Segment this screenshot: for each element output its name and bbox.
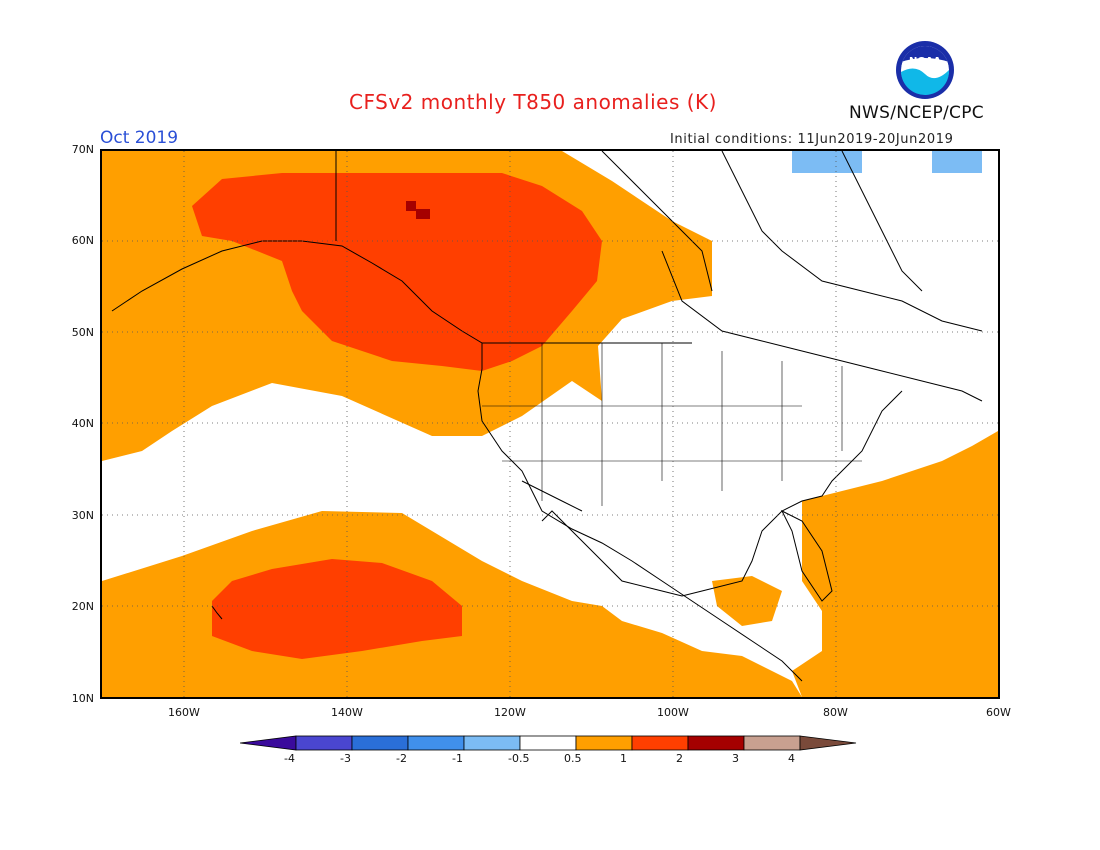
lon-label-140w: 140W xyxy=(331,706,363,719)
initial-conditions: Initial conditions: 11Jun2019-20Jun2019 xyxy=(670,132,954,147)
logo-sea xyxy=(901,68,950,96)
lat-label-70n: 70N xyxy=(71,143,94,156)
colorbar-tick-label: 1 xyxy=(620,752,627,765)
agency-label: NWS/NCEP/CPC xyxy=(849,103,984,123)
anomaly-shading-neg1-neg0.5 xyxy=(792,151,982,173)
colorbar-segment xyxy=(351,735,409,751)
anomaly-shading-2-3 xyxy=(406,201,430,219)
colorbar-tick-label: -1 xyxy=(452,752,463,765)
map-svg xyxy=(102,151,998,697)
colorbar-tick-label: 4 xyxy=(788,752,795,765)
logo-sky xyxy=(901,46,949,70)
lat-label-40n: 40N xyxy=(71,417,94,430)
colorbar-tick-label: -3 xyxy=(340,752,351,765)
lon-label-160w: 160W xyxy=(168,706,200,719)
colorbar-segment-below-min xyxy=(240,735,297,751)
colorbar-tick-label: 2 xyxy=(676,752,683,765)
colorbar-segment xyxy=(687,735,745,751)
colorbar-tick-label: -2 xyxy=(396,752,407,765)
lat-label-10n: 10N xyxy=(71,692,94,705)
lat-label-60n: 60N xyxy=(71,234,94,247)
anomaly-map xyxy=(100,149,1000,699)
lat-label-20n: 20N xyxy=(71,600,94,613)
lon-label-80w: 80W xyxy=(823,706,848,719)
colorbar-tick-label: -0.5 xyxy=(508,752,530,765)
map-title: CFSv2 monthly T850 anomalies (K) xyxy=(349,90,717,114)
lat-label-50n: 50N xyxy=(71,326,94,339)
colorbar-tick-label: 0.5 xyxy=(564,752,582,765)
colorbar-segment-above-max xyxy=(799,735,857,751)
state-borders xyxy=(482,343,862,506)
colorbar-segment xyxy=(519,735,577,751)
colorbar-tick-label: 3 xyxy=(732,752,739,765)
lat-label-30n: 30N xyxy=(71,509,94,522)
logo-text: NOAA xyxy=(909,56,941,67)
colorbar-segment xyxy=(575,735,633,751)
colorbar-segment xyxy=(743,735,801,751)
colorbar-segment xyxy=(407,735,465,751)
colorbar-segment xyxy=(463,735,521,751)
colorbar-segment xyxy=(295,735,353,751)
lon-label-120w: 120W xyxy=(494,706,526,719)
colorbar-tick-label: -4 xyxy=(284,752,295,765)
anomaly-shading-1-2 xyxy=(192,173,602,659)
colorbar-segment xyxy=(631,735,689,751)
colorbar xyxy=(240,735,857,751)
lon-label-100w: 100W xyxy=(657,706,689,719)
graticule xyxy=(102,151,998,697)
forecast-month: Oct 2019 xyxy=(100,128,179,148)
lon-label-60w: 60W xyxy=(986,706,1011,719)
noaa-logo: NOAA xyxy=(896,41,954,99)
